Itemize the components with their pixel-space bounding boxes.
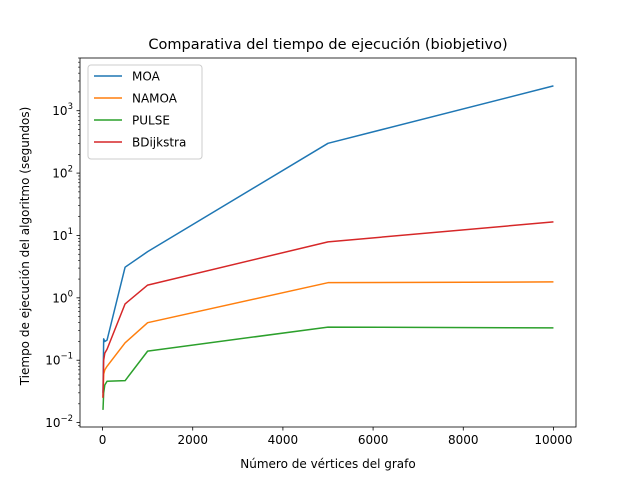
legend-label: PULSE xyxy=(132,114,170,128)
y-tick-label: 10−1 xyxy=(45,352,73,368)
x-tick-label: 4000 xyxy=(268,433,299,447)
legend-box xyxy=(87,64,203,160)
y-tick-label: 101 xyxy=(52,227,73,243)
x-tick-label: 0 xyxy=(99,433,107,447)
series-line-bdijkstra xyxy=(102,221,554,398)
legend-label: NAMOA xyxy=(132,92,178,106)
series-line-moa xyxy=(102,85,554,393)
legend: MOA NAMOA PULSE BDijkstra xyxy=(87,64,203,160)
y-axis-label: Tiempo de ejecución del algoritmo (segun… xyxy=(18,107,32,387)
x-tick-label: 6000 xyxy=(358,433,389,447)
x-tick-label: 8000 xyxy=(448,433,479,447)
chart-title: Comparativa del tiempo de ejecución (bio… xyxy=(148,37,507,53)
y-tick-label: 103 xyxy=(52,102,73,118)
legend-label: BDijkstra xyxy=(132,136,186,150)
y-tick-label: 102 xyxy=(52,165,73,181)
x-axis-ticks: 0 2000 4000 6000 8000 10000 xyxy=(99,427,573,447)
legend-label: MOA xyxy=(132,70,161,84)
axes-frame xyxy=(79,57,577,428)
y-tick-label: 100 xyxy=(52,289,73,305)
x-tick-label: 10000 xyxy=(534,433,572,447)
y-axis-ticks: 10−2 10−1 100 101 102 103 xyxy=(45,57,80,430)
x-tick-label: 2000 xyxy=(177,433,208,447)
series-line-namoa xyxy=(102,281,554,398)
y-tick-label: 10−2 xyxy=(45,414,73,430)
x-axis-label: Número de vértices del grafo xyxy=(240,457,415,471)
series-line-pulse xyxy=(102,326,554,410)
plot-area xyxy=(79,57,577,428)
